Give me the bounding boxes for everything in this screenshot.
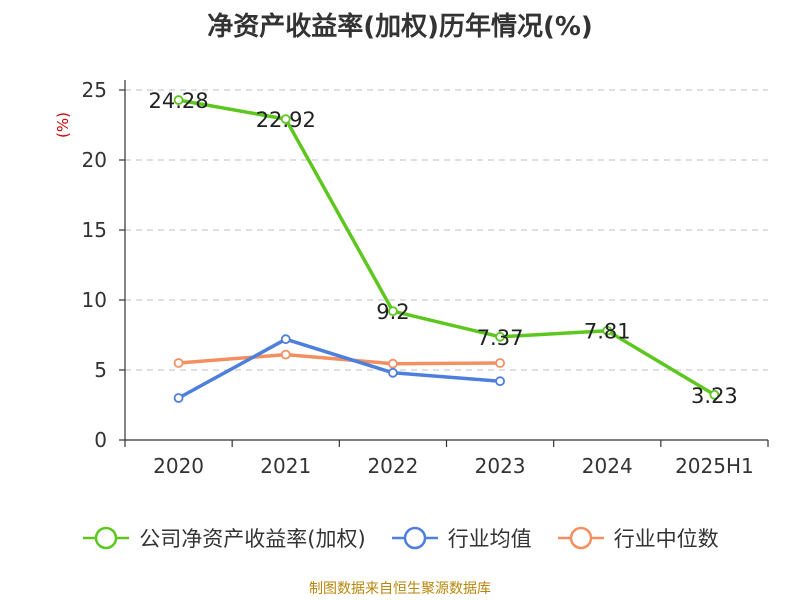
y-tick-label: 5 (94, 358, 107, 382)
y-axis-unit-label: (%) (54, 112, 72, 138)
y-tick-label: 0 (94, 428, 107, 452)
data-point (173, 358, 184, 368)
data-point (602, 325, 613, 336)
series-line-1 (177, 337, 501, 400)
legend-median-marker-icon (557, 526, 604, 550)
x-tick-label: 2021 (260, 454, 311, 478)
series-line-2 (178, 352, 501, 366)
legend-avg-marker-icon (391, 526, 438, 550)
x-tick-label: 2020 (153, 454, 204, 478)
data-point (280, 334, 291, 345)
legend-item-roe[interactable]: 公司净资产收益率(加权) (81, 523, 366, 553)
y-tick-label: 15 (82, 218, 107, 242)
data-point (388, 367, 398, 378)
source-footer: 制图数据来自恒生聚源数据库 (309, 581, 491, 597)
chart-title: 净资产收益率(加权)历年情况(%) (207, 12, 593, 42)
legend-item-avg[interactable]: 行业均值 (390, 523, 532, 553)
data-point (388, 306, 398, 317)
data-point (495, 376, 505, 387)
x-tick-label: 2023 (475, 454, 526, 478)
data-label: 9.2 (376, 300, 409, 324)
data-point (495, 331, 505, 342)
legend-median-label: 行业中位数 (613, 527, 719, 551)
legend: 公司净资产收益率(加权) 行业均值 行业中位数 (0, 520, 800, 556)
data-label: 3.23 (691, 384, 738, 408)
data-label: 22.92 (256, 108, 316, 132)
x-tick-label: 2024 (582, 454, 633, 478)
data-label: 7.81 (584, 320, 631, 344)
line-chart: 0 5 10 15 20 25 2020 2021 2022 2023 2024 2025H1 (%) 2… (54, 78, 769, 478)
legend-item-median[interactable]: 行业中位数 (556, 523, 719, 553)
data-label: 24.28 (149, 89, 209, 113)
y-tick-label: 25 (82, 78, 107, 102)
data-label: 7.37 (477, 326, 524, 350)
legend-roe-label: 公司净资产收益率(加权) (139, 527, 366, 551)
legend-avg-label: 行业均值 (447, 527, 532, 551)
legend-roe-marker-icon (83, 526, 130, 550)
y-tick-label: 10 (82, 288, 107, 312)
data-point (388, 358, 398, 369)
data-point (173, 95, 184, 105)
data-point (173, 393, 184, 403)
data-point (280, 114, 291, 125)
x-tick-label: 2022 (367, 454, 418, 478)
data-point (280, 349, 291, 360)
series-line-0 (178, 98, 716, 397)
data-point (709, 389, 720, 400)
y-tick-label: 20 (82, 148, 107, 172)
x-tick-label: 2025H1 (675, 454, 754, 478)
data-point (495, 358, 505, 368)
